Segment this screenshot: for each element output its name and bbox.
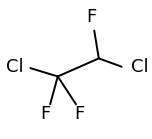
Text: Cl: Cl (6, 58, 24, 76)
Text: F: F (86, 8, 96, 26)
Text: Cl: Cl (131, 58, 149, 76)
Text: F: F (74, 105, 84, 123)
Text: F: F (40, 105, 51, 123)
